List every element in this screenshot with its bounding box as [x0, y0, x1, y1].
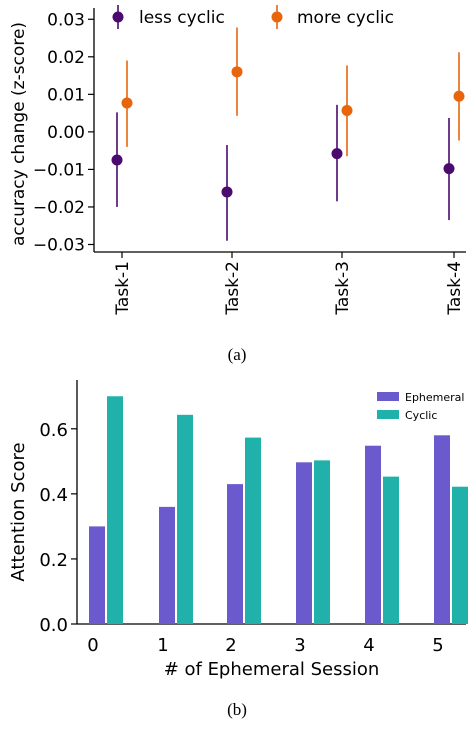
bar-cyclic — [107, 396, 123, 624]
legend-label: more cyclic — [297, 8, 394, 28]
y-tick-label: 0.02 — [47, 48, 85, 68]
x-tick-label: 2 — [225, 635, 236, 656]
bar-ephemeral — [227, 484, 243, 624]
x-axis-label: # of Ephemeral Session — [164, 659, 380, 680]
bar-ephemeral — [89, 526, 105, 624]
bar-cyclic — [383, 476, 399, 624]
bar-cyclic — [452, 486, 468, 624]
data-point-more-cyclic — [231, 66, 243, 78]
data-point-more-cyclic — [453, 90, 465, 102]
legend-swatch — [377, 392, 399, 401]
data-point-more-cyclic — [121, 97, 133, 109]
x-tick-label: 0 — [87, 635, 98, 656]
legend-label: Cyclic — [405, 409, 437, 422]
x-tick-label: Task-4 — [445, 261, 465, 316]
x-tick-label: Task-3 — [333, 261, 353, 316]
x-tick-label: 5 — [432, 635, 443, 656]
data-point-less-cyclic — [221, 186, 233, 198]
y-tick-label: −0.03 — [33, 235, 85, 255]
y-tick-label: 0.0 — [39, 615, 68, 636]
bar-ephemeral — [159, 506, 175, 624]
legend-marker — [271, 11, 283, 23]
y-tick-label: 0.2 — [39, 550, 68, 571]
legend-swatch — [377, 410, 399, 419]
y-tick-label: 0.01 — [47, 85, 85, 105]
data-point-more-cyclic — [341, 104, 353, 116]
bar-ephemeral — [365, 445, 381, 624]
legend-label: less cyclic — [139, 8, 225, 28]
chart-b-attention-score: 0.0 0.2 0.4 0.6 0 1 2 3 4 5 # of Ephemeral Session… — [8, 380, 468, 680]
data-point-less-cyclic — [111, 154, 123, 166]
bar-cyclic — [177, 414, 193, 624]
bar-ephemeral — [434, 435, 450, 624]
x-tick-label: Task-2 — [223, 261, 243, 316]
data-point-less-cyclic — [443, 163, 455, 175]
x-tick-label: 1 — [157, 635, 168, 656]
bar-cyclic — [245, 437, 261, 624]
y-tick-label: 0.4 — [39, 485, 68, 506]
caption-a: (a) — [227, 345, 247, 364]
y-tick-label: 0.00 — [47, 123, 85, 143]
data-point-less-cyclic — [331, 148, 343, 160]
x-tick-label: 4 — [363, 635, 374, 656]
y-axis-label: Attention Score — [8, 442, 29, 581]
legend-marker — [112, 11, 124, 23]
caption-b: (b) — [227, 700, 247, 719]
y-tick-label: 0.03 — [47, 10, 85, 30]
x-tick-label: 3 — [294, 635, 305, 656]
bar-cyclic — [314, 460, 330, 624]
chart-a-accuracy-change: −0.03 −0.02 −0.01 0.00 0.01 0.02 0.03 Task-1 Tas… — [9, 5, 466, 316]
bar-ephemeral — [296, 462, 312, 624]
y-tick-label: −0.01 — [33, 160, 85, 180]
y-axis-label: accuracy change (z-score) — [9, 22, 29, 246]
legend-label: Ephemeral — [405, 391, 464, 404]
y-tick-label: −0.02 — [33, 198, 85, 218]
x-tick-label: Task-1 — [113, 261, 133, 316]
y-tick-label: 0.6 — [39, 420, 68, 441]
